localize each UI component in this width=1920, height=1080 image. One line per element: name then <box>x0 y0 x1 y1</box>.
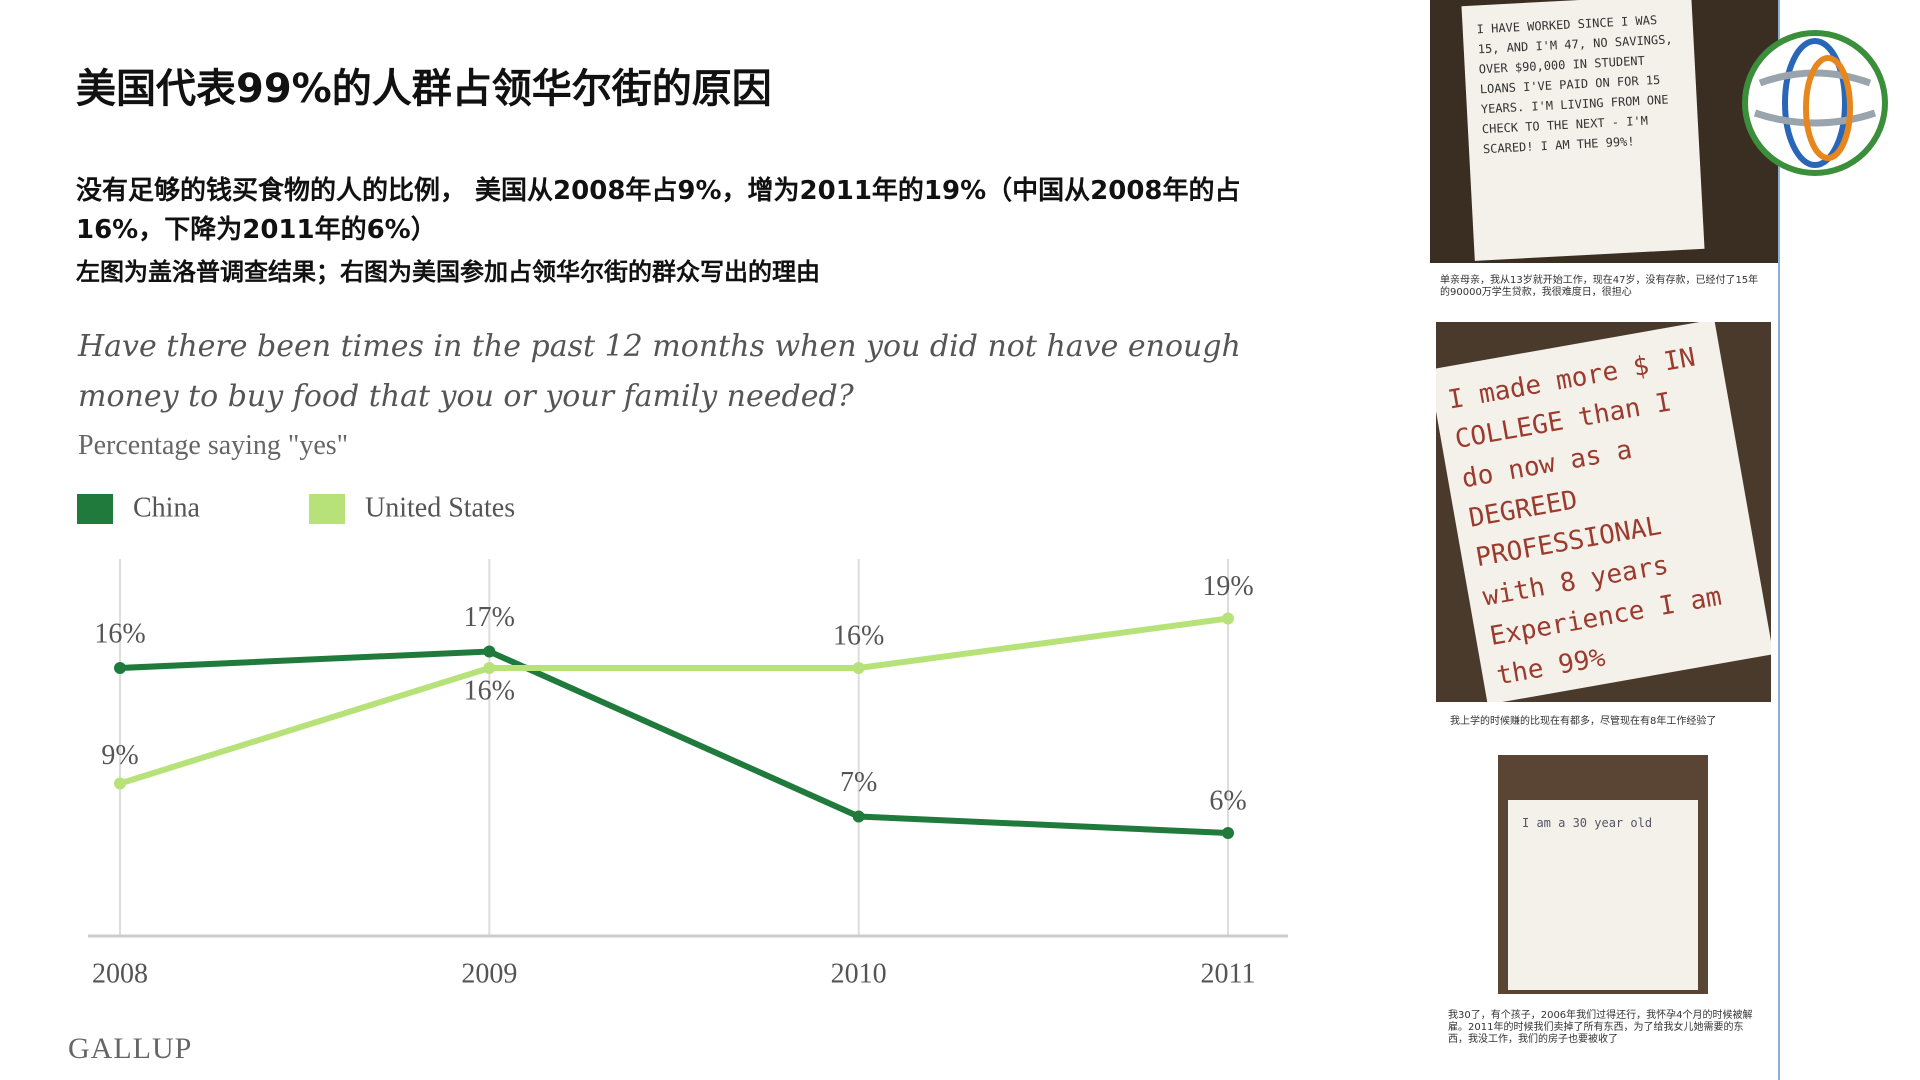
chart: China United States 2008 2009 2010 2011 16% 17%… <box>77 492 1288 989</box>
photo: I HAVE WORKED SINCE I WAS 15, AND I'M 47… <box>1430 0 1778 263</box>
data-point <box>483 662 496 674</box>
data-label: 19% <box>1202 571 1253 602</box>
data-point <box>1222 612 1234 625</box>
data-label: 17% <box>464 602 515 633</box>
slide-title: 美国代表99%的人群占领华尔街的原因 <box>76 66 772 112</box>
data-point <box>114 662 126 674</box>
chart-subtitle: Percentage saying "yes" <box>78 430 349 461</box>
source-logo: GALLUP <box>68 1032 193 1065</box>
legend-swatch <box>309 494 345 524</box>
data-point <box>852 662 865 674</box>
photo-caption: 我上学的时候赚的比现在有都多，尽管现在有8年工作经验了 <box>1450 716 1717 727</box>
series-line <box>119 615 1229 787</box>
body-text: 没有足够的钱买食物的人的比例， 美国从2008年占9%，增为2011年的19%（… <box>76 176 1241 245</box>
photo-caption: 我30了，有个孩子，2006年我们过得还行，我怀孕4个月的时候被解雇。2011年… <box>1448 1010 1753 1045</box>
sign-text: I am a 30 year old <box>1508 800 1698 990</box>
sign-text: I HAVE WORKED SINCE I WAS 15, AND I'M 47… <box>1461 0 1705 261</box>
divider <box>1778 0 1780 1080</box>
x-tick-label: 2011 <box>1201 958 1256 989</box>
chart-title: Have there been times in the past 12 mon… <box>78 329 1241 414</box>
photo: I made more $ IN COLLEGE than I do now a… <box>1436 322 1771 702</box>
logo <box>1742 30 1888 176</box>
legend-label: China <box>133 492 200 523</box>
data-label: 9% <box>101 740 138 771</box>
data-label: 6% <box>1209 785 1246 816</box>
data-label: 7% <box>840 767 877 798</box>
data-point <box>114 777 126 790</box>
x-tick-label: 2009 <box>461 958 517 989</box>
data-point <box>483 645 496 658</box>
data-label: 16% <box>464 675 515 706</box>
photo: I am a 30 year old <box>1498 755 1708 994</box>
series-line <box>119 648 1229 836</box>
x-tick-label: 2008 <box>92 958 148 989</box>
data-point <box>852 810 865 823</box>
sign-text: I made more $ IN COLLEGE than I do now a… <box>1436 322 1771 702</box>
data-point <box>1222 827 1234 839</box>
x-tick-label: 2010 <box>831 958 887 989</box>
legend-label: United States <box>365 492 515 523</box>
legend-swatch <box>77 494 113 524</box>
photo-caption: 单亲母亲，我从13岁就开始工作，现在47岁，没有存款，已经付了15年的90000… <box>1440 275 1759 298</box>
data-label: 16% <box>94 618 145 649</box>
data-label: 16% <box>833 620 884 651</box>
body-text: 左图为盖洛普调查结果；右图为美国参加占领华尔街的群众写出的理由 <box>76 258 820 286</box>
